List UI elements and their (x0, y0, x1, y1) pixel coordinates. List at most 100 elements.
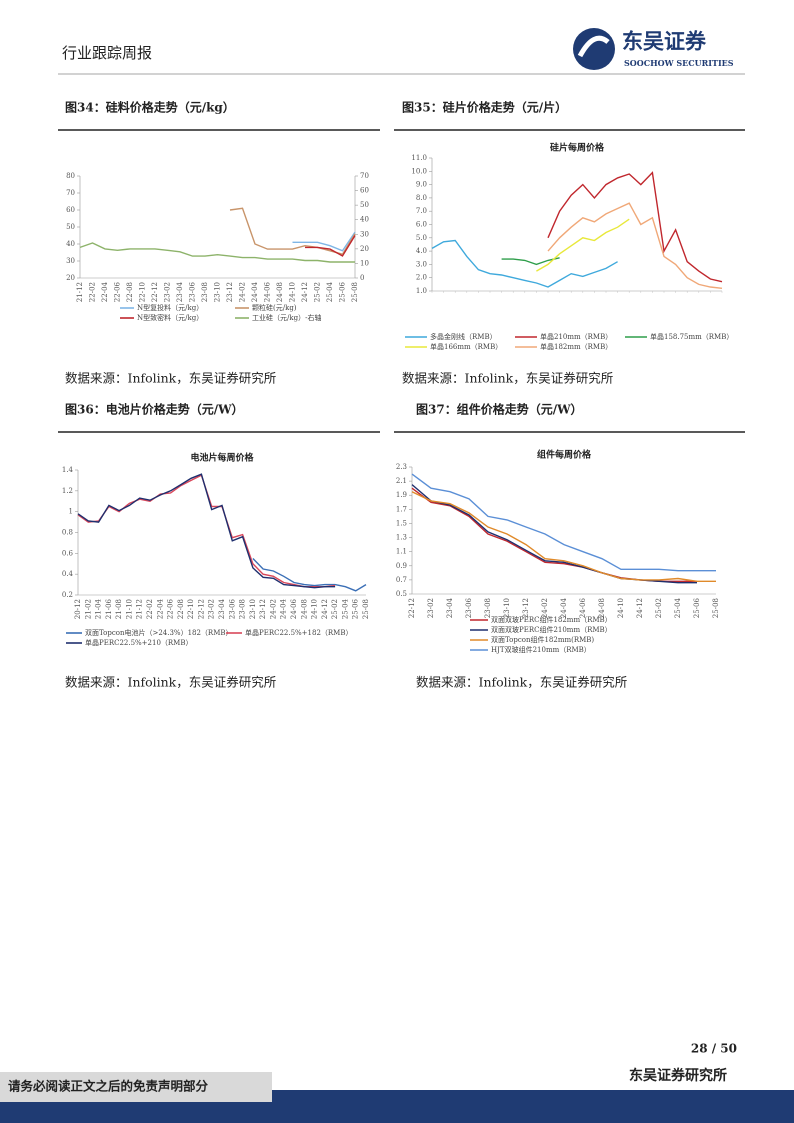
y-tick-label: 0.9 (396, 562, 407, 570)
y-tick-label: 6.0 (416, 221, 427, 229)
footer-org: 东吴证券研究所 (629, 1067, 727, 1084)
x-tick-label: 23-10 (249, 599, 257, 619)
x-tick-label: 22-04 (156, 598, 164, 619)
x-tick-label: 23-02 (208, 599, 216, 619)
logo-sub: SOOCHOW SECURITIES (624, 58, 734, 68)
y2-tick-label: 70 (360, 172, 369, 180)
x-tick-label: 25-04 (341, 598, 349, 619)
x-tick-label: 23-10 (503, 598, 511, 618)
x-tick-label: 25-02 (331, 599, 339, 619)
x-tick-label: 24-12 (301, 282, 309, 302)
y-tick-label: 0.5 (396, 590, 407, 598)
legend-label: 颗粒硅(元/kg) (252, 303, 297, 312)
y-tick-label: 0.4 (62, 570, 74, 578)
x-tick-label: 22-12 (151, 282, 159, 302)
y2-tick-label: 30 (360, 230, 369, 238)
x-tick-label: 25-08 (351, 282, 359, 302)
x-tick-label: 23-06 (189, 281, 197, 302)
legend-label: 单晶PERC22.5%+210（RMB） (85, 638, 193, 647)
x-tick-label: 20-12 (74, 599, 82, 619)
x-tick-label: 23-06 (465, 597, 473, 618)
y-tick-label: 1 (69, 508, 73, 516)
y-tick-label: 10.0 (411, 167, 427, 175)
x-tick-label: 21-10 (125, 599, 133, 619)
legend-label: HJT双玻组件210mm（RMB） (491, 645, 591, 654)
x-tick-label: 23-12 (259, 599, 267, 619)
x-tick-label: 23-12 (522, 598, 530, 618)
y-tick-label: 2.1 (396, 477, 407, 485)
x-tick-label: 22-02 (89, 282, 97, 302)
figure-caption: 图35：硅片价格走势（元/片） (402, 100, 567, 115)
chart-title: 组件每周价格 (537, 449, 592, 461)
series-line (252, 558, 367, 592)
x-tick-label: 23-10 (214, 282, 222, 302)
x-tick-label: 24-02 (239, 282, 247, 302)
x-tick-label: 24-06 (264, 281, 272, 302)
figure-caption: 图34：硅料价格走势（元/kg） (65, 100, 235, 115)
x-tick-label: 25-08 (362, 599, 370, 619)
legend-label: 工业硅（元/kg）-右轴 (252, 313, 321, 322)
logo-name: 东吴证券 (622, 29, 707, 54)
series-line (305, 235, 356, 257)
legend-label: 单晶182mm（RMB） (540, 342, 612, 351)
disclaimer: 请务必阅读正文之后的免责声明部分 (8, 1079, 209, 1094)
y-tick-label: 1.0 (416, 287, 427, 295)
x-tick-label: 24-12 (321, 599, 329, 619)
x-tick-label: 24-02 (269, 599, 277, 619)
y-tick-label: 0.6 (62, 549, 74, 557)
x-tick-label: 22-10 (187, 599, 195, 619)
disclaimer-box (0, 1072, 272, 1102)
y2-tick-label: 60 (360, 187, 369, 195)
x-tick-label: 24-12 (636, 598, 644, 618)
y-tick-label: 1.9 (396, 491, 407, 499)
y2-tick-label: 20 (360, 245, 369, 253)
series-line (547, 202, 723, 289)
legend-label: 多晶金刚线（RMB） (430, 332, 497, 341)
x-tick-label: 25-06 (693, 597, 701, 618)
series-line (79, 242, 355, 263)
legend-label: 双面双玻PERC组件210mm（RMB） (491, 625, 612, 634)
series-line (411, 491, 716, 582)
series-line (292, 231, 356, 252)
legend-label: 双面双玻PERC组件182mm（RMB） (491, 615, 612, 624)
series-line (501, 257, 560, 266)
figure-source: 数据来源：Infolink，东吴证券研究所 (65, 371, 276, 386)
x-tick-label: 25-08 (712, 598, 720, 618)
x-tick-label: 24-04 (251, 281, 259, 302)
x-tick-label: 23-04 (176, 281, 184, 302)
y-tick-label: 40 (66, 240, 75, 248)
x-tick-label: 23-06 (228, 598, 236, 619)
series-line (229, 207, 356, 256)
x-tick-label: 21-12 (76, 282, 84, 302)
x-tick-label: 23-08 (484, 598, 492, 618)
page-number: 28 / 50 (691, 1042, 737, 1056)
x-tick-label: 21-04 (95, 598, 103, 619)
legend-label: 单晶PERC22.5%+182（RMB） (245, 628, 353, 637)
y-tick-label: 50 (66, 223, 75, 231)
x-tick-label: 23-02 (427, 598, 435, 618)
y-tick-label: 70 (66, 189, 75, 197)
y-tick-label: 0.7 (396, 576, 407, 584)
x-tick-label: 23-08 (239, 599, 247, 619)
x-tick-label: 22-04 (101, 281, 109, 302)
x-tick-label: 25-02 (655, 598, 663, 618)
legend-label: 双面Topcon组件182mm(RMB) (491, 635, 594, 644)
x-tick-label: 24-10 (311, 599, 319, 619)
y-tick-label: 0.2 (62, 591, 73, 599)
y-tick-label: 2.0 (416, 274, 427, 282)
logo-swoosh (577, 35, 610, 58)
legend-label: 单晶158.75mm（RMB） (650, 332, 733, 341)
figure-source: 数据来源：Infolink，东吴证券研究所 (65, 675, 276, 690)
logo: 东吴证券 SOOCHOW SECURITIES (573, 28, 734, 70)
y-tick-label: 1.7 (396, 505, 407, 513)
x-tick-label: 23-08 (201, 282, 209, 302)
y-tick-label: 0.8 (62, 529, 73, 537)
y-tick-label: 1.5 (396, 519, 407, 527)
chart-title: 硅片每周价格 (550, 142, 605, 154)
series-line (411, 473, 716, 572)
y-tick-label: 1.2 (62, 487, 73, 495)
y-tick-label: 11.0 (411, 154, 427, 162)
x-tick-label: 21-12 (136, 599, 144, 619)
y2-tick-label: 10 (360, 259, 369, 267)
